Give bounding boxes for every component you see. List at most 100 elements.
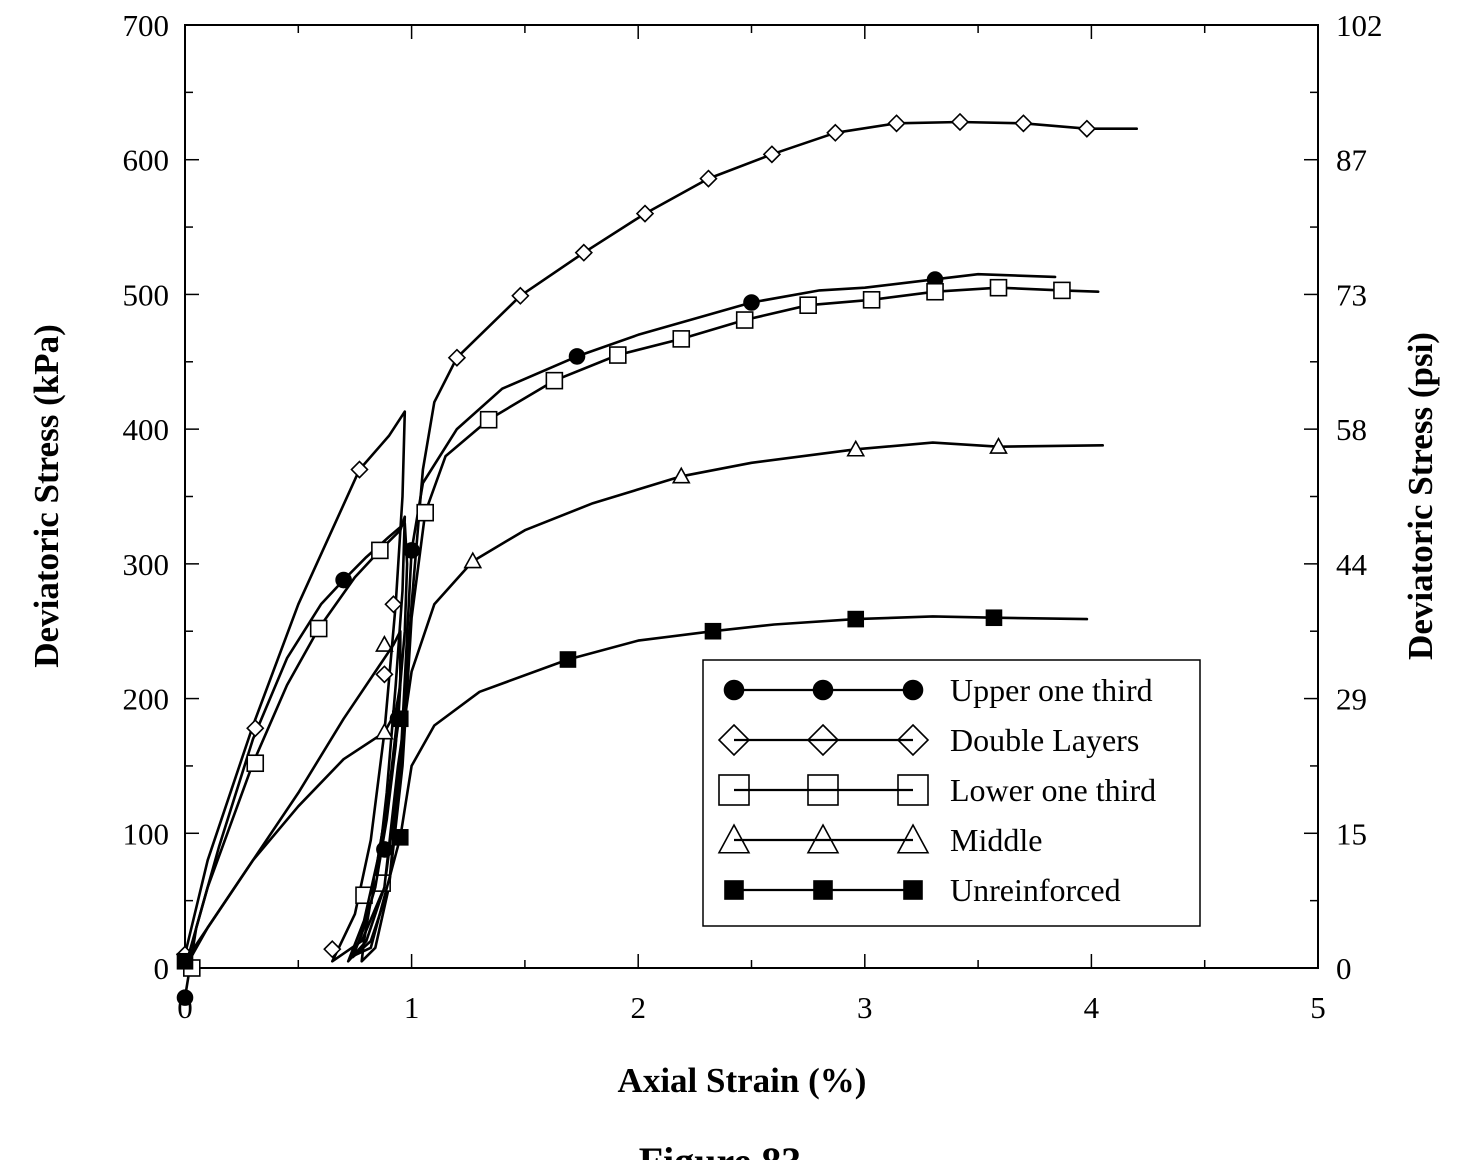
marker-open-diamond	[384, 595, 403, 614]
legend-items: Upper one third Double Layers Lower one th…	[717, 672, 1156, 908]
marker-open-square	[545, 371, 564, 390]
marker-open-square	[926, 282, 944, 301]
y-tick-label: 0	[154, 951, 170, 986]
marker-open-diamond	[323, 940, 342, 959]
series-double-layers	[175, 112, 1138, 964]
legend-marker-filled-square	[903, 880, 923, 900]
marker-open-diamond	[950, 112, 970, 132]
marker-open-diamond	[447, 348, 467, 367]
y2-axis-title: Deviatoric Stress (psi)	[1401, 332, 1440, 660]
ticks-layer	[184, 24, 1319, 969]
marker-open-square	[416, 503, 434, 522]
legend-marker-open-triangle	[806, 823, 840, 854]
y2-tick-label: 44	[1336, 547, 1368, 582]
legend-label: Double Layers	[950, 722, 1139, 758]
legend-item-double-layers: Double Layers	[717, 722, 1139, 758]
marker-filled-circle	[568, 348, 586, 365]
marker-open-diamond	[350, 460, 369, 479]
series-unreinforced	[176, 609, 1089, 970]
legend-marker-open-diamond	[896, 723, 930, 757]
y2-tick-label: 102	[1336, 8, 1383, 43]
y-tick-label: 700	[123, 8, 170, 43]
y2-tick-label: 58	[1336, 412, 1367, 447]
legend-marker-open-diamond	[806, 723, 840, 757]
legend-marker-filled-circle	[902, 679, 924, 701]
legend: Upper one third Double Layers Lower one th…	[702, 659, 1201, 927]
marker-open-triangle	[375, 722, 394, 740]
marker-open-square	[989, 278, 1008, 297]
marker-filled-square	[391, 710, 409, 728]
legend-label: Lower one third	[950, 772, 1156, 808]
x-tick-label: 4	[1084, 990, 1100, 1025]
marker-open-diamond	[887, 114, 906, 133]
marker-open-square	[672, 330, 691, 348]
x-tick-label: 5	[1310, 990, 1326, 1025]
marker-open-triangle	[989, 437, 1008, 454]
marker-open-diamond	[574, 243, 593, 262]
marker-open-triangle	[375, 635, 394, 652]
marker-open-triangle	[671, 466, 691, 484]
legend-marker-filled-square	[813, 880, 833, 900]
legend-label: Middle	[950, 822, 1042, 858]
legend-item-lower-one-third: Lower one third	[718, 772, 1156, 808]
y-tick-label: 300	[123, 547, 170, 582]
marker-open-diamond	[826, 123, 845, 142]
marker-filled-circle	[335, 571, 352, 589]
marker-open-square	[371, 541, 389, 560]
legend-label: Unreinforced	[950, 872, 1121, 908]
marker-open-diamond	[511, 286, 530, 305]
y-tick-label: 200	[123, 682, 170, 717]
marker-open-square	[309, 619, 328, 638]
marker-open-diamond	[1014, 114, 1033, 133]
marker-open-triangle	[463, 551, 483, 569]
legend-marker-open-square	[807, 774, 839, 806]
y2-tick-label: 0	[1336, 951, 1352, 986]
marker-filled-square	[985, 609, 1003, 627]
marker-open-square	[479, 410, 498, 429]
marker-open-diamond	[246, 719, 265, 738]
legend-marker-open-triangle	[896, 823, 930, 854]
series-line-unreinforced	[183, 615, 1089, 963]
y-tick-label: 400	[123, 412, 170, 447]
series-middle	[183, 437, 1104, 970]
legend-marker-filled-circle	[812, 679, 834, 701]
y2-tick-label: 87	[1336, 143, 1367, 178]
marker-open-diamond	[635, 204, 655, 223]
marker-filled-square	[176, 952, 194, 970]
marker-open-square	[246, 754, 265, 773]
y2-tick-label: 15	[1336, 816, 1367, 851]
legend-marker-open-square	[718, 774, 750, 806]
y2-tick-label: 73	[1336, 277, 1367, 312]
legend-marker-open-square	[897, 774, 929, 806]
legend-marker-filled-circle	[723, 679, 745, 701]
x-tick-label: 2	[630, 990, 646, 1025]
marker-open-square	[862, 291, 881, 309]
legend-marker-open-triangle	[717, 823, 751, 854]
marker-filled-square	[559, 651, 577, 668]
marker-open-triangle	[846, 439, 866, 457]
y-tick-label: 500	[123, 277, 170, 312]
marker-filled-square	[847, 610, 865, 628]
marker-filled-square	[704, 622, 722, 640]
legend-label: Upper one third	[950, 672, 1153, 708]
series-line-upper-one-third	[183, 272, 1057, 999]
legend-marker-open-diamond	[717, 723, 751, 757]
marker-open-diamond	[699, 169, 718, 188]
legend-item-unreinforced: Unreinforced	[724, 872, 1121, 908]
y-tick-label: 100	[123, 816, 170, 851]
x-tick-label: 3	[857, 990, 873, 1025]
legend-marker-filled-square	[724, 880, 744, 900]
series-line-middle	[183, 441, 1104, 970]
marker-filled-circle	[743, 294, 760, 311]
legend-item-upper-one-third: Upper one third	[723, 672, 1153, 708]
y2-tick-labels: 0 15 29 44 58 73 87 102	[1336, 8, 1383, 986]
marker-open-square	[609, 346, 627, 364]
y2-tick-label: 29	[1336, 682, 1367, 717]
y-tick-label: 600	[123, 143, 170, 178]
marker-open-diamond	[1077, 119, 1096, 138]
series-layer	[175, 112, 1138, 1006]
marker-filled-circle	[176, 989, 194, 1006]
